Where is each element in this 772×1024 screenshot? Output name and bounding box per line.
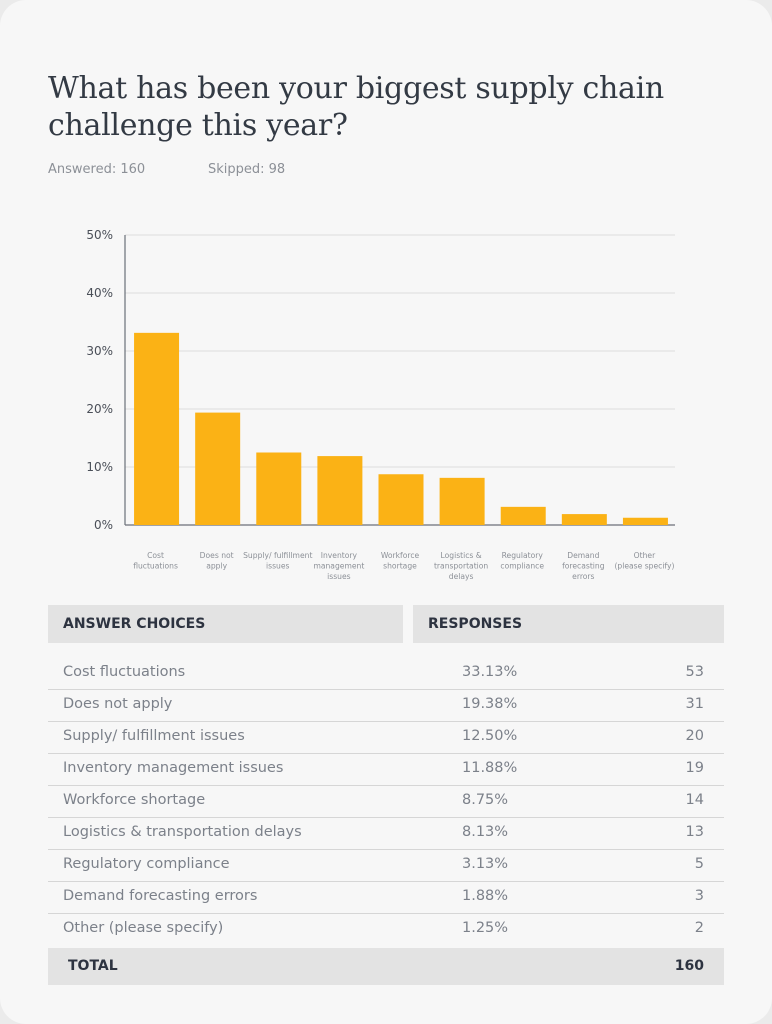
answer-choice-label: Does not apply — [63, 696, 173, 712]
answer-choice-label: Regulatory compliance — [63, 856, 230, 872]
x-category-label: apply — [206, 562, 227, 571]
x-category-label: Demand — [567, 551, 599, 560]
x-category-label: Logistics & — [441, 551, 482, 560]
y-tick-label: 10% — [86, 460, 113, 474]
table-row: Inventory management issues 11.88% 19 — [48, 754, 724, 786]
response-count: 19 — [685, 760, 704, 776]
response-percent: 19.38% — [462, 696, 518, 712]
skipped-count: Skipped: 98 — [208, 162, 286, 177]
table-row: Demand forecasting errors 1.88% 3 — [48, 882, 724, 914]
bar — [378, 474, 424, 525]
table-row: Supply/ fulfillment issues 12.50% 20 — [48, 722, 724, 754]
y-tick-label: 50% — [86, 228, 113, 242]
total-label: TOTAL — [68, 958, 118, 974]
table-row: Does not apply 19.38% 31 — [48, 690, 724, 722]
x-category-label: (please specify) — [614, 562, 674, 571]
x-category-label: Regulatory — [502, 551, 544, 560]
table-rows: Cost fluctuations 33.13% 53 Does not apply 1… — [48, 658, 724, 945]
x-category-label: Does not — [200, 551, 234, 560]
y-tick-label: 40% — [86, 286, 113, 300]
response-count: 14 — [685, 792, 704, 808]
x-category-label: Supply/ fulfillment — [243, 551, 312, 560]
x-category-label: Other — [634, 551, 656, 560]
bar — [622, 517, 668, 525]
bar — [439, 477, 485, 525]
answer-choice-label: Cost fluctuations — [63, 664, 186, 680]
x-category-label: Cost — [147, 551, 164, 560]
table-row: Logistics & transportation delays 8.13% 13 — [48, 818, 724, 850]
bar — [195, 412, 241, 525]
bar — [256, 452, 302, 525]
response-percent: 8.75% — [462, 792, 509, 808]
total-row: TOTAL 160 — [48, 948, 724, 985]
x-category-label: forecasting — [562, 562, 605, 571]
response-percent: 1.88% — [462, 888, 509, 904]
y-tick-label: 30% — [86, 344, 113, 358]
bar-chart: 0% 10% 20% 30% 40% 50% Cost fluctuations Does no… — [86, 228, 675, 581]
x-category-label: Inventory — [321, 551, 358, 560]
x-category-label: compliance — [500, 562, 544, 571]
table-row: Regulatory compliance 3.13% 5 — [48, 850, 724, 882]
x-category-label: fluctuations — [133, 562, 178, 571]
bar — [500, 506, 546, 525]
response-percent: 3.13% — [462, 856, 509, 872]
x-category-label: issues — [266, 562, 290, 571]
answer-choice-label: Supply/ fulfillment issues — [63, 728, 245, 744]
response-percent: 8.13% — [462, 824, 509, 840]
response-count: 13 — [685, 824, 704, 840]
response-count: 5 — [694, 856, 704, 872]
answer-choices-header: ANSWER CHOICES — [48, 605, 403, 643]
response-percent: 33.13% — [462, 664, 518, 680]
bar — [317, 456, 363, 525]
answer-choice-label: Logistics & transportation delays — [63, 824, 302, 840]
response-count: 31 — [685, 696, 704, 712]
x-category-label: issues — [327, 572, 351, 581]
table-row: Other (please specify) 1.25% 2 — [48, 914, 724, 945]
bar — [134, 332, 180, 525]
response-count: 53 — [685, 664, 704, 680]
question-title: What has been your biggest supply chain … — [48, 71, 664, 143]
total-value: 160 — [674, 958, 704, 974]
answer-choice-label: Inventory management issues — [63, 760, 284, 776]
response-count: 3 — [694, 888, 704, 904]
answer-choice-label: Other (please specify) — [63, 920, 224, 936]
response-percent: 11.88% — [462, 760, 518, 776]
table-row: Workforce shortage 8.75% 14 — [48, 786, 724, 818]
x-category-label: delays — [449, 572, 474, 581]
x-category-label: management — [313, 562, 364, 571]
bar — [561, 514, 607, 525]
x-category-label: transportation — [434, 562, 488, 571]
response-count: 20 — [685, 728, 704, 744]
table-row: Cost fluctuations 33.13% 53 — [48, 658, 724, 690]
answered-count: Answered: 160 — [48, 162, 146, 177]
answer-choice-label: Demand forecasting errors — [63, 888, 258, 904]
response-percent: 12.50% — [462, 728, 518, 744]
y-tick-label: 0% — [94, 518, 113, 532]
response-count: 2 — [694, 920, 704, 936]
response-percent: 1.25% — [462, 920, 509, 936]
x-category-label: Workforce — [381, 551, 420, 560]
x-category-label: errors — [572, 572, 594, 581]
responses-header: RESPONSES — [413, 605, 724, 643]
x-category-label: shortage — [383, 562, 417, 571]
y-tick-label: 20% — [86, 402, 113, 416]
answer-choice-label: Workforce shortage — [63, 792, 206, 808]
